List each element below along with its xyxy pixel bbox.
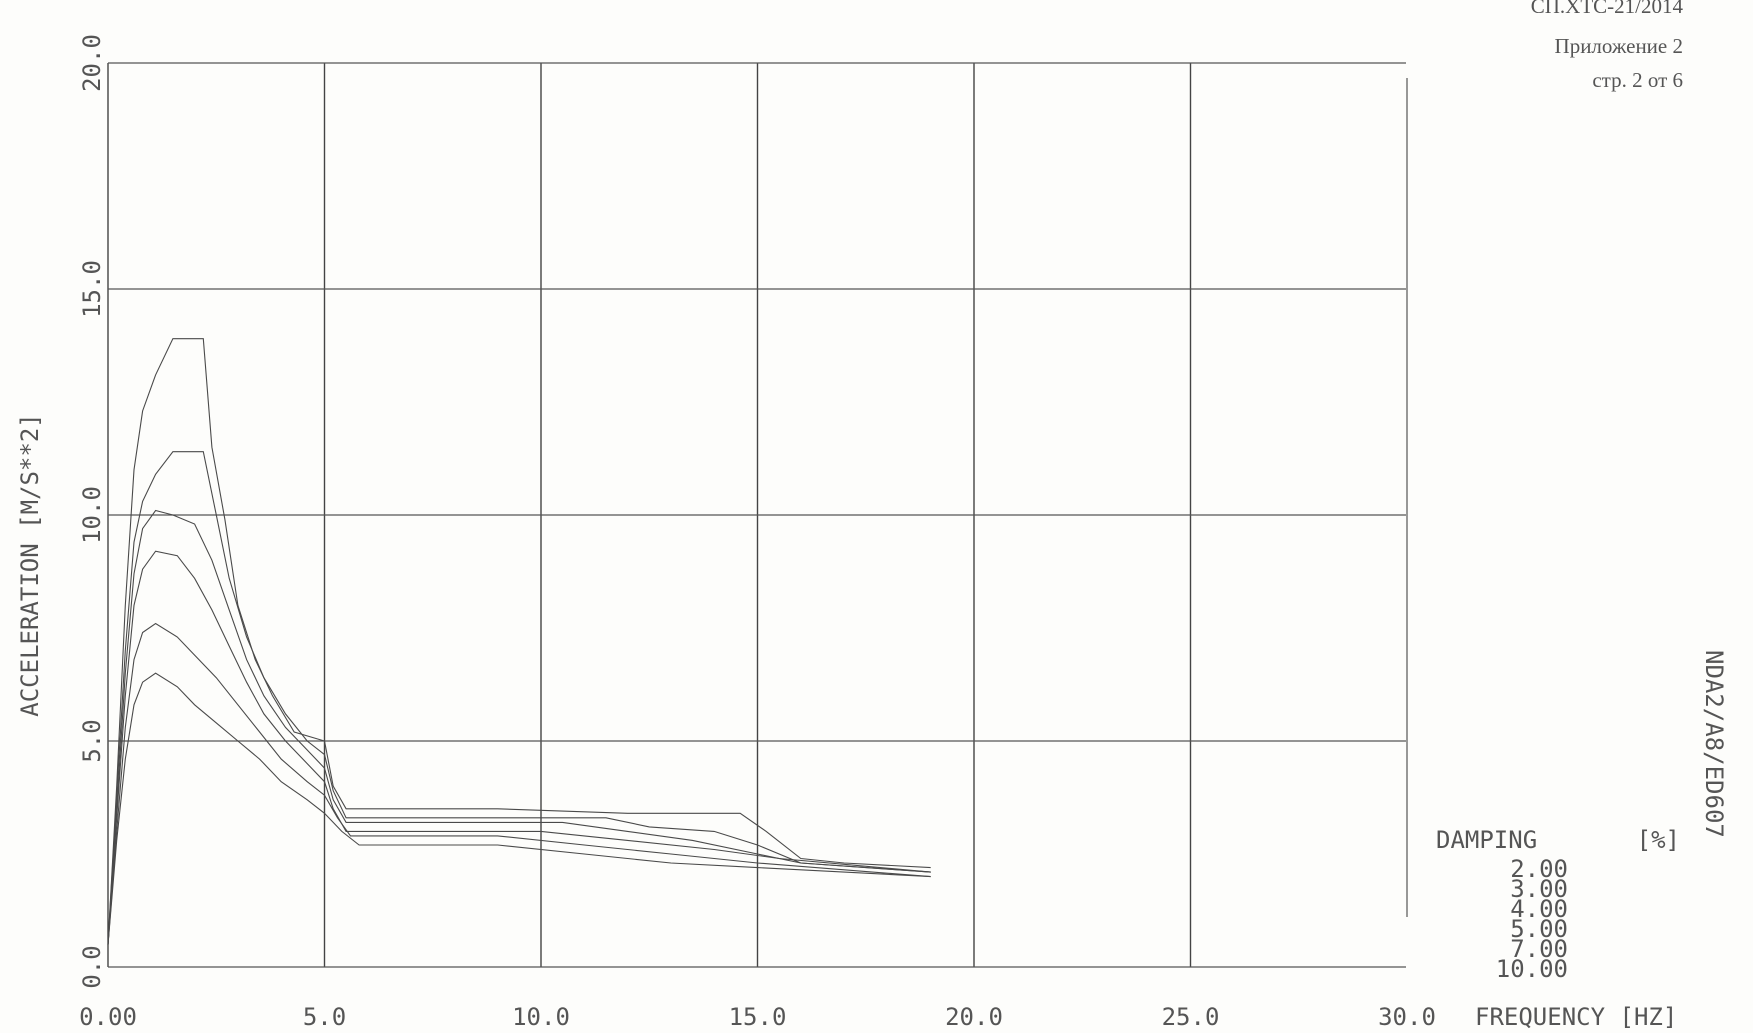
- legend-entry: 5.00: [1510, 915, 1568, 943]
- side-code-label: NDA2/A8/ED607: [1700, 650, 1728, 838]
- appendix-label: Приложение 2: [1554, 34, 1683, 58]
- legend-title: DAMPING: [1436, 826, 1537, 854]
- x-tick-label: 10.0: [512, 1003, 570, 1031]
- series-line-2.00: [107, 338, 931, 945]
- series-lines: [107, 338, 931, 945]
- legend-entry: 7.00: [1510, 935, 1568, 963]
- y-tick-label: 15.0: [78, 260, 106, 318]
- x-tick-label: 0.00: [79, 1003, 137, 1031]
- y-tick-label: 5.0: [78, 719, 106, 762]
- page-number: стр. 2 от 6: [1592, 68, 1683, 92]
- x-axis-label: FREQUENCY [HZ]: [1475, 1003, 1677, 1031]
- x-tick-label: 5.0: [303, 1003, 346, 1031]
- document-code: СП.ХТС-21/2014: [1530, 0, 1683, 18]
- x-tick-label: 25.0: [1162, 1003, 1220, 1031]
- x-tick-label: 15.0: [729, 1003, 787, 1031]
- series-line-5.00: [107, 550, 931, 945]
- legend-entry: 2.00: [1510, 855, 1568, 883]
- grid-lines: [107, 62, 1408, 968]
- legend-entry: 3.00: [1510, 875, 1568, 903]
- series-line-10.00: [107, 672, 931, 945]
- legend-entry: 10.00: [1496, 955, 1568, 983]
- y-tick-label: 10.0: [78, 486, 106, 544]
- series-line-3.00: [107, 451, 931, 945]
- legend-unit: [%]: [1637, 826, 1680, 854]
- series-line-4.00: [107, 509, 931, 945]
- x-tick-label: 20.0: [945, 1003, 1003, 1031]
- legend-entry: 4.00: [1510, 895, 1568, 923]
- y-tick-label: 0.0: [78, 945, 106, 988]
- y-axis-label: ACCELERATION [M/S**2]: [16, 413, 44, 716]
- tick-labels: 0.00 5.0 10.0 15.0 20.0 25.0 30.0 0.0 5.0 10.0 15.…: [78, 34, 1436, 1031]
- series-line-7.00: [107, 622, 931, 945]
- x-tick-label: 30.0: [1378, 1003, 1436, 1031]
- y-tick-label: 20.0: [78, 34, 106, 92]
